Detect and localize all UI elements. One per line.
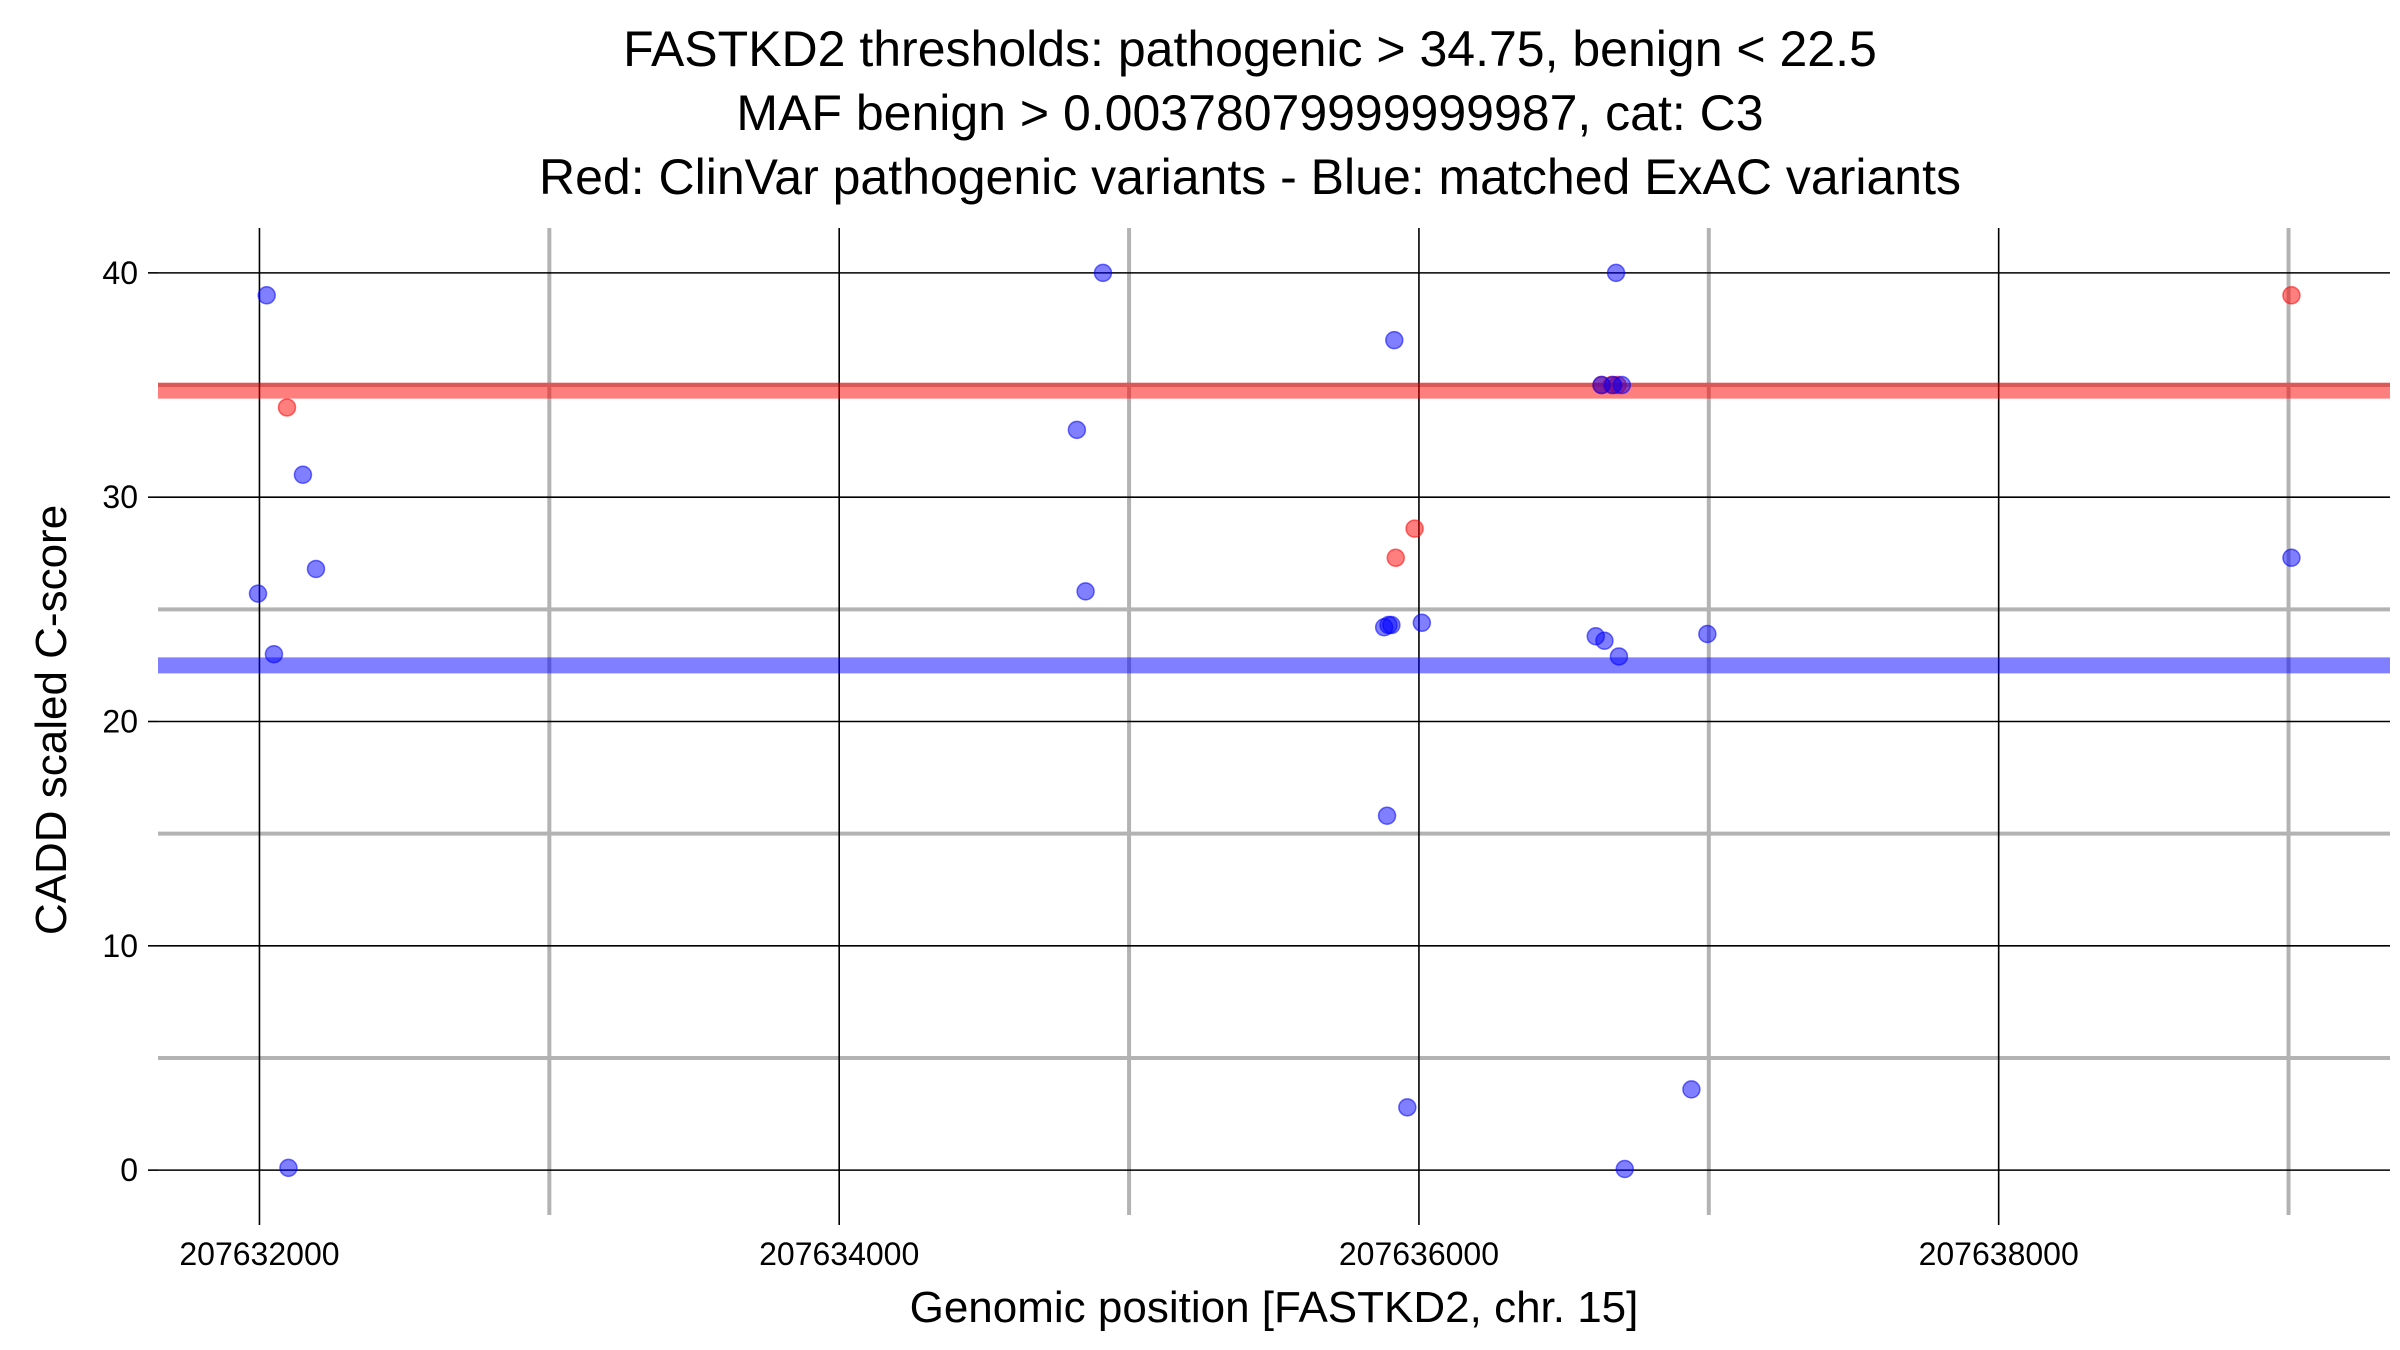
y-tick-label: 0 — [120, 1152, 138, 1188]
benign-point — [306, 559, 326, 579]
axis-ticks: 207632000 207634000 207636000 207638000 0 10 2… — [102, 255, 2078, 1272]
chart-title: FASTKD2 thresholds: pathogenic > 34.75, … — [539, 21, 1961, 205]
chart-title-line-3: Red: ClinVar pathogenic variants - Blue:… — [539, 149, 1961, 205]
benign-point — [1698, 624, 1717, 644]
benign-point — [1076, 582, 1095, 601]
y-axis-title: CADD scaled C-score — [27, 505, 76, 935]
benign-point — [279, 1158, 298, 1178]
x-tick-label: 207636000 — [1339, 1236, 1499, 1272]
pathogenic-point — [2282, 286, 2301, 305]
y-tick-label: 30 — [102, 479, 138, 515]
benign-point — [1682, 1080, 1701, 1099]
benign-point — [1412, 613, 1432, 633]
benign-point — [1615, 1159, 1634, 1179]
benign-point — [1606, 263, 1626, 283]
y-tick-label: 40 — [102, 255, 138, 291]
pathogenic-point — [1405, 519, 1424, 538]
x-tick-label: 207638000 — [1919, 1236, 2079, 1272]
benign-point — [293, 465, 313, 484]
benign-point — [1382, 615, 1401, 635]
benign-point — [1067, 420, 1087, 440]
benign-point — [1385, 330, 1404, 350]
benign-point — [1595, 631, 1614, 650]
chart-title-line-1: FASTKD2 thresholds: pathogenic > 34.75, … — [623, 21, 1877, 77]
benign-point — [264, 644, 284, 664]
y-tick-label: 20 — [102, 704, 138, 740]
benign-point — [1612, 375, 1632, 395]
data-points — [248, 263, 2301, 1179]
chart-title-line-2: MAF benign > 0.00378079999999987, cat: C… — [736, 85, 1763, 141]
x-tick-label: 207632000 — [179, 1236, 339, 1272]
major-gridlines — [158, 228, 2390, 1215]
x-tick-label: 207634000 — [759, 1236, 919, 1272]
benign-point — [1398, 1098, 1417, 1117]
benign-point — [1609, 647, 1629, 666]
pathogenic-point — [1386, 548, 1405, 567]
benign-point — [1093, 263, 1113, 283]
pathogenic-point — [277, 398, 297, 417]
benign-point — [248, 584, 268, 603]
benign-point — [257, 286, 276, 305]
benign-point — [2282, 548, 2301, 567]
y-tick-label: 10 — [102, 928, 138, 964]
benign-point — [1377, 806, 1397, 825]
x-axis-title: Genomic position [FASTKD2, chr. 15] — [910, 1283, 1639, 1332]
threshold-lines — [158, 382, 2390, 674]
